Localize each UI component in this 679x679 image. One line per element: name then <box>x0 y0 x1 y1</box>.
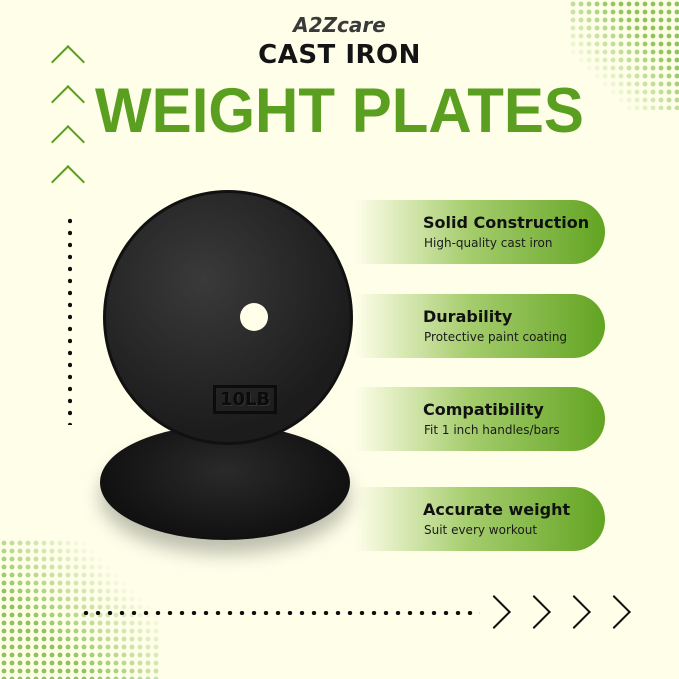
feature-desc: Fit 1 inch handles/bars <box>424 423 560 437</box>
page-title: WEIGHT PLATES <box>95 75 584 146</box>
feature-pill: Compatibility Fit 1 inch handles/bars <box>355 387 605 451</box>
feature-pill: Durability Protective paint coating <box>355 294 605 358</box>
brand-logo: A2Zcare <box>293 13 386 37</box>
feature-heading: Accurate weight <box>423 500 571 519</box>
feature-pill: Solid Construction High-quality cast iro… <box>355 200 605 264</box>
feature-desc: Protective paint coating <box>424 330 568 344</box>
plate-weight-label: 10LB <box>213 385 278 414</box>
chevron-right-icon <box>477 595 511 629</box>
feature-heading: Durability <box>423 307 513 326</box>
decorative-dots <box>569 0 679 110</box>
chevron-right-icon <box>597 595 631 629</box>
chevron-up-icon <box>51 165 85 199</box>
feature-desc: Suit every workout <box>424 523 538 537</box>
chevron-right-icon <box>557 595 591 629</box>
weight-plate: 10LB <box>103 190 353 445</box>
feature-pill: Accurate weight Suit every workout <box>355 487 605 551</box>
subtitle: CAST IRON <box>258 40 421 70</box>
feature-heading: Solid Construction <box>423 213 590 232</box>
feature-desc: High-quality cast iron <box>424 236 553 250</box>
feature-heading: Compatibility <box>423 400 544 419</box>
decorative-dots <box>0 539 160 679</box>
plate-hole <box>240 303 268 331</box>
dotted-line <box>80 611 480 615</box>
dotted-line <box>68 215 72 425</box>
chevron-right-icon <box>517 595 551 629</box>
